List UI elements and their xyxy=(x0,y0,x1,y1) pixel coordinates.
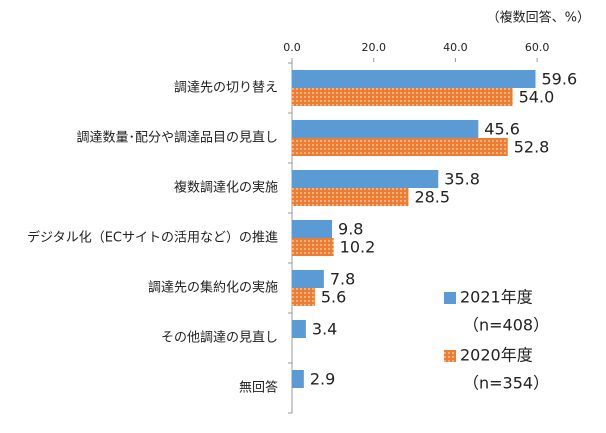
legend-label: 2020年度 xyxy=(460,346,533,365)
value-label: 7.8 xyxy=(330,270,355,289)
value-label: 45.6 xyxy=(484,120,520,139)
legend-swatch xyxy=(444,350,456,362)
legend-sample: （n=408） xyxy=(463,316,549,335)
bar xyxy=(292,270,324,288)
bar xyxy=(292,238,334,256)
value-label: 28.5 xyxy=(414,188,450,207)
x-tick-label: 20.0 xyxy=(361,41,386,54)
bar xyxy=(292,88,513,106)
value-label: 2.9 xyxy=(310,370,335,389)
category-label: 無回答 xyxy=(239,380,278,396)
category-label: その他調達の見直し xyxy=(161,331,278,346)
bar xyxy=(292,188,409,206)
unit-label: （複数回答、%） xyxy=(487,10,590,26)
value-label: 59.6 xyxy=(542,70,578,89)
legend-swatch xyxy=(444,292,456,304)
x-tick-label: 40.0 xyxy=(443,41,468,54)
value-label: 5.6 xyxy=(321,288,346,307)
category-label: デジタル化（ECサイトの活用など）の推進 xyxy=(27,230,278,246)
bar xyxy=(292,170,439,188)
value-label: 52.8 xyxy=(514,138,550,157)
category-label: 調達数量･配分や調達品目の見直し xyxy=(76,131,278,146)
value-label: 35.8 xyxy=(444,170,480,189)
bar xyxy=(292,138,508,156)
value-label: 54.0 xyxy=(519,88,555,107)
bar xyxy=(292,320,306,338)
bar xyxy=(292,70,536,88)
x-tick-label: 60.0 xyxy=(525,41,550,54)
legend-sample: （n=354） xyxy=(463,374,549,393)
x-tick-label: 0.0 xyxy=(283,41,301,54)
value-label: 3.4 xyxy=(312,320,337,339)
legend-label: 2021年度 xyxy=(460,288,533,307)
bar xyxy=(292,120,479,138)
bar xyxy=(292,370,304,388)
value-label: 10.2 xyxy=(340,238,376,257)
category-label: 調達先の集約化の実施 xyxy=(148,280,278,296)
value-label: 9.8 xyxy=(338,220,363,239)
category-label: 複数調達化の実施 xyxy=(174,180,278,196)
category-label: 調達先の切り替え xyxy=(174,81,278,96)
bar xyxy=(292,220,333,238)
bar xyxy=(292,288,315,306)
